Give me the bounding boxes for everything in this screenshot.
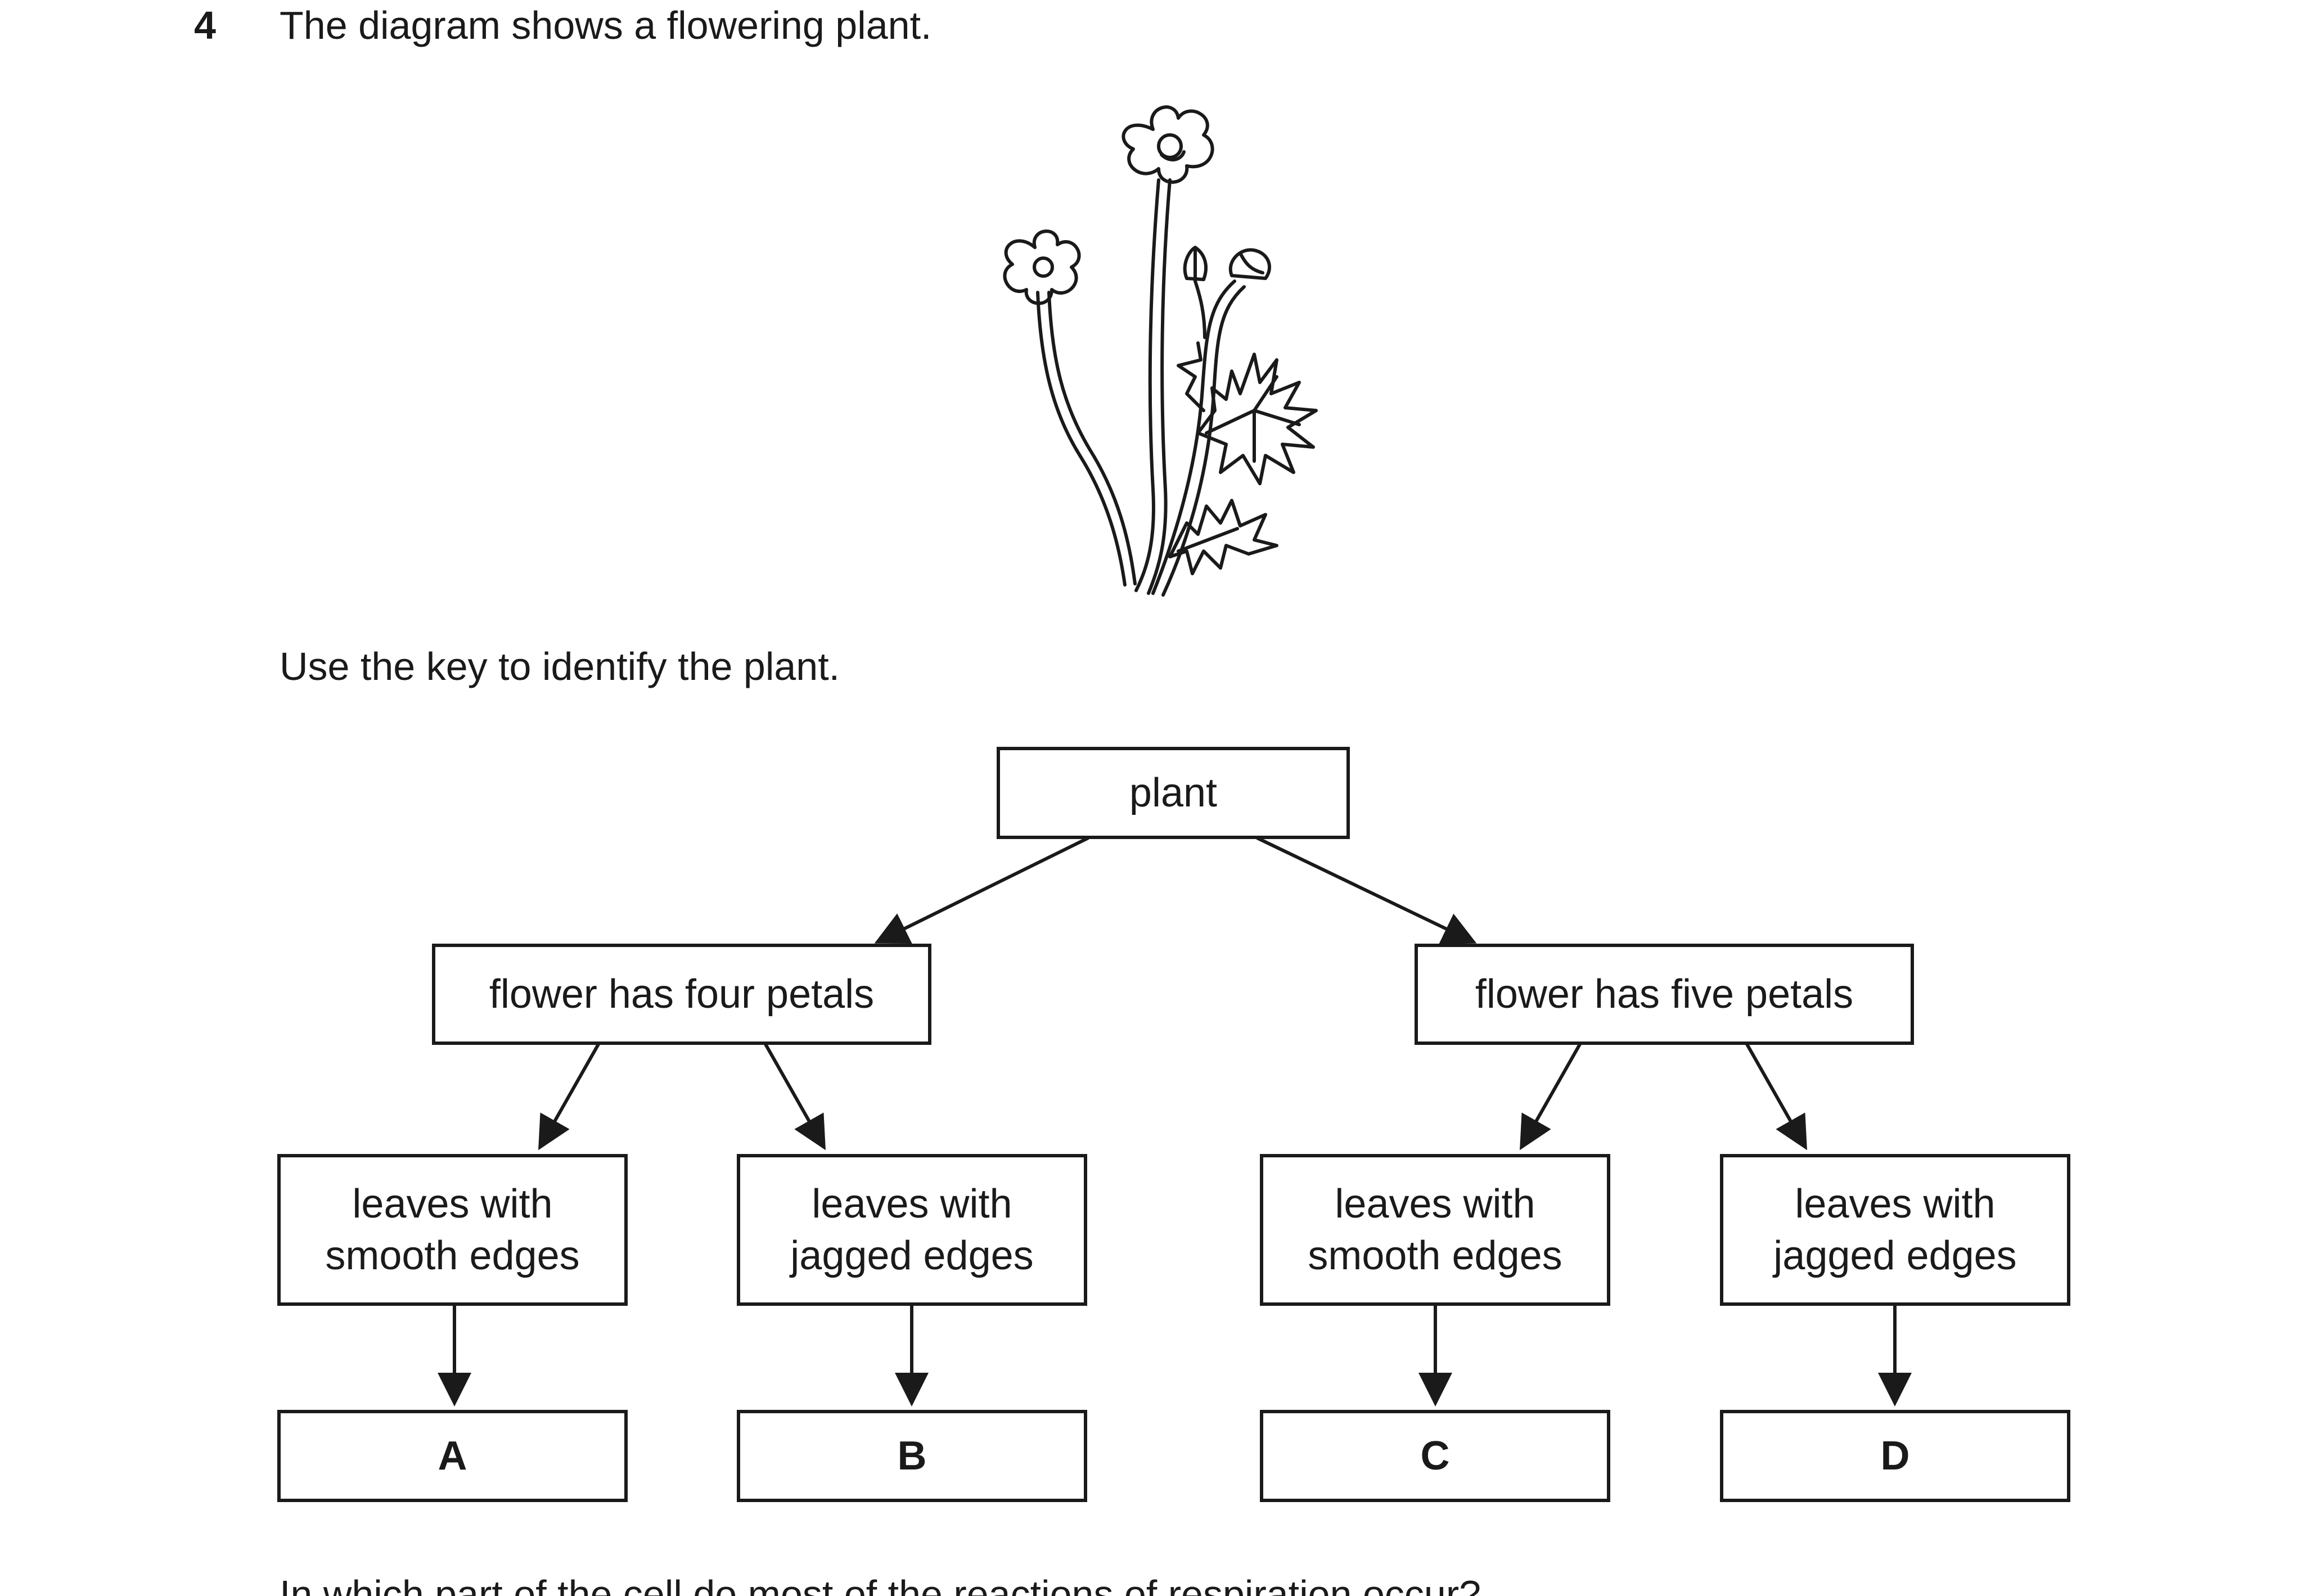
key-answer-A: A bbox=[277, 1410, 628, 1502]
key-answer-label: B bbox=[897, 1433, 927, 1478]
next-question-cutoff: In which part of the cell do most of the… bbox=[0, 1575, 2324, 1596]
left-flower bbox=[1003, 229, 1081, 305]
key-answer-label: C bbox=[1420, 1433, 1450, 1478]
key-box-leaf-line2: jagged edges bbox=[1773, 1233, 2017, 1278]
key-instruction: Use the key to identify the plant. bbox=[280, 644, 840, 688]
key-box-four-jagged-leaves: leaves with jagged edges bbox=[737, 1154, 1087, 1306]
question-number: 4 bbox=[194, 3, 216, 47]
plant-stem-right bbox=[1151, 279, 1236, 595]
key-answer-label: A bbox=[438, 1433, 467, 1478]
key-box-leaf-line1: leaves with bbox=[1335, 1181, 1535, 1227]
key-answer-B: B bbox=[737, 1410, 1087, 1502]
arrow-plant-to-four-petals bbox=[874, 836, 1089, 944]
key-answer-label: D bbox=[1880, 1433, 1910, 1478]
key-box-leaf-line1: leaves with bbox=[1795, 1181, 1996, 1227]
key-box-leaf-line1: leaves with bbox=[352, 1181, 553, 1227]
key-box-plant: plant bbox=[997, 747, 1350, 839]
key-box-plant-label: plant bbox=[1129, 770, 1218, 815]
key-box-four-petals: flower has four petals bbox=[432, 944, 931, 1045]
next-question-text: In which part of the cell do most of the… bbox=[280, 1575, 1481, 1596]
key-box-leaf-line2: smooth edges bbox=[325, 1233, 580, 1278]
key-box-leaf-line1: leaves with bbox=[812, 1181, 1012, 1227]
key-box-five-smooth-leaves: leaves with smooth edges bbox=[1260, 1154, 1610, 1306]
flower-bud-small bbox=[1183, 246, 1208, 281]
plant-stem-main bbox=[1134, 178, 1160, 592]
key-box-five-petals: flower has five petals bbox=[1415, 944, 1914, 1045]
arrow-four-to-smooth bbox=[538, 1042, 601, 1151]
flower-bud-right bbox=[1228, 248, 1272, 280]
key-box-four-petals-label: flower has four petals bbox=[489, 971, 875, 1017]
key-box-five-jagged-leaves: leaves with jagged edges bbox=[1720, 1154, 2070, 1306]
key-answer-C: C bbox=[1260, 1410, 1610, 1502]
key-box-four-smooth-leaves: leaves with smooth edges bbox=[277, 1154, 628, 1306]
plant-stem-left bbox=[1036, 291, 1127, 587]
arrow-four-to-jagged bbox=[763, 1042, 826, 1151]
key-box-leaf-line2: jagged edges bbox=[790, 1233, 1034, 1278]
key-answer-D: D bbox=[1720, 1410, 2070, 1502]
jagged-leaf-left bbox=[1177, 341, 1205, 412]
key-box-five-petals-label: flower has five petals bbox=[1475, 971, 1854, 1017]
top-flower bbox=[1122, 105, 1214, 184]
flowering-plant-illustration bbox=[1003, 105, 1318, 597]
question-text: The diagram shows a flowering plant. bbox=[280, 3, 932, 47]
arrow-plant-to-five-petals bbox=[1256, 836, 1477, 944]
key-box-leaf-line2: smooth edges bbox=[1308, 1233, 1562, 1278]
jagged-leaf-upper bbox=[1196, 353, 1318, 485]
arrow-five-to-smooth bbox=[1520, 1042, 1582, 1151]
jagged-leaf-lower bbox=[1168, 499, 1278, 575]
arrow-five-to-jagged bbox=[1745, 1042, 1807, 1151]
